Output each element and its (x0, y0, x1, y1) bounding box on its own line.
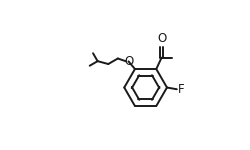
Text: F: F (178, 83, 184, 96)
Text: O: O (157, 32, 166, 45)
Text: O: O (124, 55, 133, 68)
